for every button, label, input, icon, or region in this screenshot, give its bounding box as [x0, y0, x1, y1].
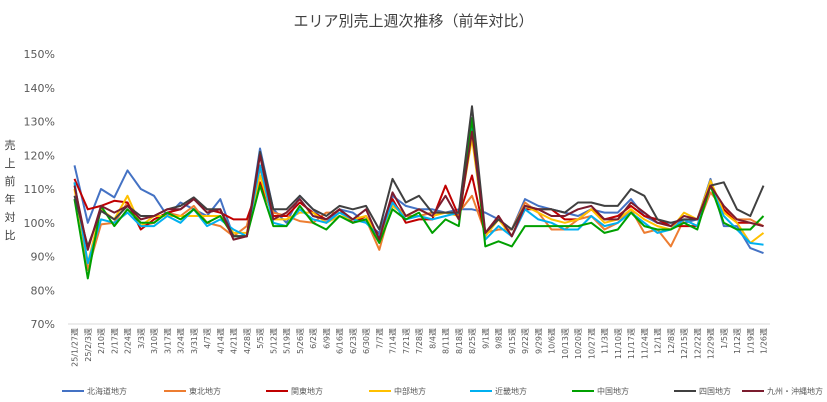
legend-label: 四国地方 — [699, 386, 731, 396]
x-tick-label: 10/13週 — [561, 328, 570, 359]
y-axis: 70% 80% 90% 100% 110% 120% 130% 140% 150% — [24, 48, 55, 331]
series-line — [73, 105, 765, 248]
x-tick-label: 3/24週 — [177, 328, 186, 354]
x-tick-label: 1/5週 — [720, 328, 729, 349]
legend-label: 中国地方 — [597, 386, 629, 396]
x-tick-label: 3/10週 — [150, 328, 159, 354]
x-tick-label: 3/3週 — [137, 328, 146, 349]
y-tick-label: 100% — [24, 217, 55, 230]
x-tick-label: 5/12週 — [269, 328, 278, 354]
x-tick-label: 5/26週 — [296, 328, 305, 354]
x-tick-label: 8/11週 — [442, 328, 451, 354]
x-tick-label: 6/2週 — [309, 328, 318, 349]
series-lines — [73, 105, 765, 280]
legend-label: 関東地方 — [291, 386, 323, 396]
y-tick-label: 120% — [24, 149, 55, 162]
x-tick-label: 6/30週 — [362, 328, 371, 354]
x-tick-label: 4/14週 — [216, 328, 225, 354]
x-tick-label: 5/19週 — [283, 328, 292, 354]
x-tick-label: 11/17週 — [627, 328, 636, 359]
x-tick-label: 1/12週 — [733, 328, 742, 354]
x-axis: 25/1/27週 25/2/3週 2/10週 2/17週 2/24週 3/3週 3/10週 3… — [68, 323, 770, 367]
x-tick-label: 8/18週 — [455, 328, 464, 354]
y-tick-label: 110% — [24, 183, 55, 196]
y-tick-label: 140% — [24, 82, 55, 95]
x-tick-label: 12/1週 — [654, 328, 663, 354]
y-axis-label: 売上前年対比 — [4, 139, 16, 242]
x-tick-label: 8/4週 — [428, 328, 437, 349]
x-tick-label: 11/3週 — [601, 328, 610, 354]
x-tick-label: 7/14週 — [389, 328, 398, 354]
legend-label: 東北地方 — [189, 386, 221, 396]
legend-label: 九州・沖縄地方 — [767, 386, 823, 396]
y-tick-label: 70% — [31, 318, 55, 331]
x-tick-label: 9/22週 — [521, 328, 530, 354]
legend-label: 近畿地方 — [495, 386, 527, 396]
x-tick-label: 10/6週 — [548, 328, 557, 354]
legend-label: 中部地方 — [394, 386, 426, 396]
x-tick-label: 1/26週 — [760, 328, 769, 354]
legend: 北海道地方 東北地方 関東地方 中部地方 近畿地方 中国地方 四国地方 九州・沖縄地方 — [62, 386, 823, 396]
legend-label: 北海道地方 — [87, 386, 127, 396]
chart-title: エリア別売上週次推移（前年対比） — [293, 12, 534, 30]
y-tick-label: 130% — [24, 116, 55, 129]
series-line — [73, 137, 765, 265]
x-tick-label: 25/2/3週 — [84, 328, 93, 362]
x-tick-label: 4/21週 — [230, 328, 239, 354]
series-line — [73, 147, 764, 255]
x-tick-label: 6/9週 — [322, 328, 331, 349]
x-tick-label: 9/15週 — [508, 328, 517, 354]
x-tick-label: 9/1週 — [481, 328, 490, 349]
x-tick-label: 12/8週 — [667, 328, 676, 354]
x-tick-label: 7/28週 — [415, 328, 424, 354]
x-tick-label: 25/1/27週 — [71, 328, 80, 367]
x-tick-label: 12/15週 — [680, 328, 689, 359]
x-tick-label: 6/23週 — [349, 328, 358, 354]
series-line — [73, 130, 764, 251]
x-tick-label: 4/7週 — [203, 328, 212, 349]
x-tick-label: 11/24週 — [640, 328, 649, 359]
x-tick-label: 1/19週 — [746, 328, 755, 354]
y-tick-label: 150% — [24, 48, 55, 61]
x-tick-label: 2/17週 — [110, 328, 119, 354]
x-tick-label: 7/21週 — [402, 328, 411, 354]
x-tick-label: 7/7週 — [375, 328, 384, 349]
x-tick-label: 10/27週 — [587, 328, 596, 359]
x-tick-label: 5/5週 — [256, 328, 265, 349]
x-tick-label: 4/28週 — [243, 328, 252, 354]
x-tick-label: 2/10週 — [97, 328, 106, 354]
y-tick-label: 80% — [31, 284, 55, 297]
x-tick-label: 3/31週 — [190, 328, 199, 354]
x-tick-label: 3/17週 — [163, 328, 172, 354]
x-tick-label: 8/25週 — [468, 328, 477, 354]
x-tick-label: 10/20週 — [574, 328, 583, 359]
y-tick-label: 90% — [31, 251, 55, 264]
x-tick-label: 12/22週 — [693, 328, 702, 359]
x-tick-label: 9/29週 — [534, 328, 543, 354]
x-tick-label: 11/10週 — [614, 328, 623, 359]
x-tick-label: 9/8週 — [495, 328, 504, 349]
series-line — [73, 117, 765, 280]
x-tick-label: 2/24週 — [124, 328, 133, 354]
x-tick-label: 6/16週 — [336, 328, 345, 354]
x-tick-label: 12/29週 — [707, 328, 716, 359]
